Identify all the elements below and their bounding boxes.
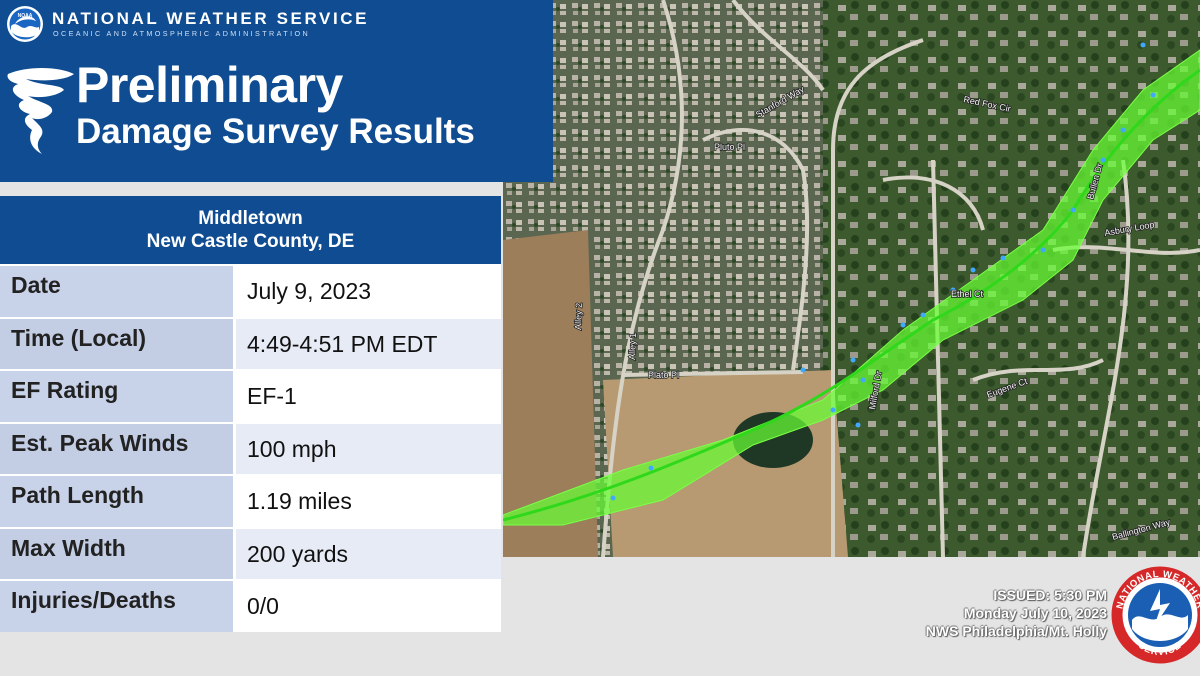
detail-value: 200 yards [236, 528, 501, 579]
street-label-plato-pl: Plato Pl [648, 370, 679, 380]
damage-track-map: Plato Pl Milford Dr Ethel Ct Bullen Dr A… [503, 0, 1200, 557]
detail-label: EF Rating [0, 371, 236, 422]
detail-row-path-length: Path Length 1.19 miles [0, 474, 501, 527]
detail-label: Max Width [0, 528, 236, 579]
detail-label: Date [0, 266, 236, 317]
street-label-pluto-pl: Pluto Pl [714, 142, 745, 152]
detail-row-injuries: Injuries/Deaths 0/0 [0, 579, 501, 632]
street-label-alley-1: Alley 1 [627, 333, 638, 360]
title-line-2: Damage Survey Results [76, 112, 475, 151]
tornado-track-swath [503, 49, 1200, 526]
location-header: Middletown New Castle County, DE [0, 196, 501, 264]
issued-info: ISSUED: 5:30 PM Monday July 10, 2023 NWS… [926, 586, 1107, 640]
street-label-ethel-ct: Ethel Ct [951, 289, 984, 299]
detail-row-ef-rating: EF Rating EF-1 [0, 369, 501, 422]
detail-value: 4:49-4:51 PM EDT [236, 318, 501, 369]
svg-text:SERVICE: SERVICE [1136, 640, 1184, 658]
title-banner: NOAA NATIONAL WEATHER SERVICE OCEANIC AN… [0, 0, 553, 182]
detail-label: Est. Peak Winds [0, 423, 236, 474]
location-city: Middletown [198, 208, 303, 229]
issuing-office: NWS Philadelphia/Mt. Holly [925, 623, 1107, 639]
nws-seal-icon: NATIONAL WEATHER SERVICE [1111, 566, 1200, 664]
map-graphic: Plato Pl Milford Dr Ethel Ct Bullen Dr A… [503, 0, 1200, 557]
tornado-icon [7, 68, 74, 154]
survey-details-table: Middletown New Castle County, DE Date Ju… [0, 196, 501, 632]
title-line-1: Preliminary [76, 57, 343, 113]
detail-label: Time (Local) [0, 318, 236, 369]
svg-text:NOAA: NOAA [18, 13, 33, 19]
detail-row-peak-winds: Est. Peak Winds 100 mph [0, 421, 501, 474]
tornado-track-centerline [503, 68, 1200, 522]
street-label-alley-2: Alley 2 [573, 303, 584, 330]
detail-row-time: Time (Local) 4:49-4:51 PM EDT [0, 316, 501, 369]
detail-label: Path Length [0, 476, 236, 527]
issued-date: Monday July 10, 2023 [963, 605, 1107, 621]
detail-value: 1.19 miles [236, 476, 501, 527]
org-name: NATIONAL WEATHER SERVICE [52, 9, 370, 28]
detail-row-date: Date July 9, 2023 [0, 264, 501, 317]
org-subtitle: OCEANIC AND ATMOSPHERIC ADMINISTRATION [53, 29, 311, 38]
detail-row-max-width: Max Width 200 yards [0, 526, 501, 579]
detail-value: 100 mph [236, 423, 501, 474]
detail-value: July 9, 2023 [236, 266, 501, 317]
location-county: New Castle County, DE [146, 231, 355, 252]
detail-value: EF-1 [236, 371, 501, 422]
noaa-logo-icon: NOAA [7, 6, 43, 42]
damage-points [610, 42, 1156, 501]
detail-value: 0/0 [236, 581, 501, 632]
detail-label: Injuries/Deaths [0, 581, 236, 632]
issued-time: ISSUED: 5:30 PM [993, 587, 1107, 603]
